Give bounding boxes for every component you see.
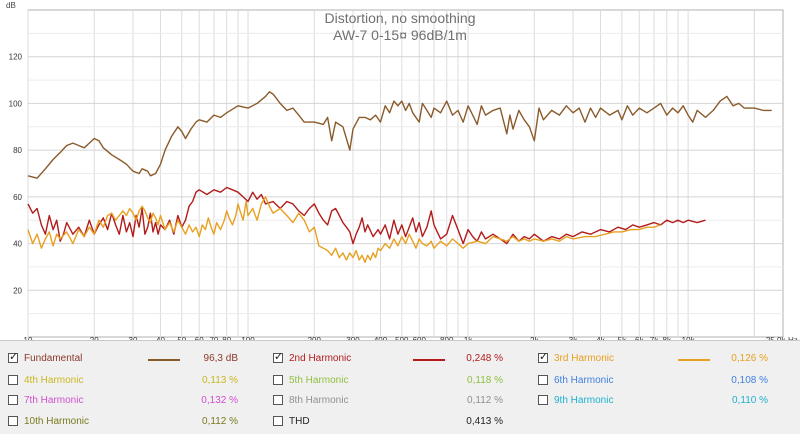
- legend-item-5th-harmonic: 5th Harmonic 0,118 %: [273, 371, 533, 391]
- legend-line-swatch: [148, 359, 180, 361]
- x-tick-label: 200: [308, 336, 322, 340]
- x-tick-label: 30: [129, 336, 138, 340]
- x-tick-label: 600: [413, 336, 427, 340]
- legend-item-label: 9th Harmonic: [554, 395, 614, 406]
- x-axis-unit: Hz: [788, 336, 798, 340]
- legend-item-label: THD: [289, 416, 310, 427]
- x-tick-label: 20: [90, 336, 99, 340]
- legend-item-fundamental: ✓ Fundamental 96,3 dB: [8, 349, 268, 369]
- x-tick-label: 1k: [464, 336, 473, 340]
- checkmark-icon: ✓: [274, 350, 284, 363]
- legend-item-label: 4th Harmonic: [24, 375, 84, 386]
- x-tick-label: 400: [374, 336, 388, 340]
- x-tick-label: 300: [346, 336, 360, 340]
- legend-item-9th-harmonic: 9th Harmonic 0,110 %: [538, 391, 798, 411]
- legend-checkbox[interactable]: ✓: [8, 350, 19, 363]
- legend-checkbox[interactable]: [8, 375, 18, 385]
- legend-panel: ✓ Fundamental 96,3 dB ✓ 2nd Harmonic 0,248 % ✓…: [0, 340, 800, 434]
- legend-item-value: 0,248 %: [466, 353, 503, 364]
- legend-checkbox[interactable]: [8, 395, 18, 405]
- legend-checkbox[interactable]: [273, 375, 283, 385]
- legend-item-10th-harmonic: 10th Harmonic 0,112 %: [8, 412, 268, 432]
- x-tick-label: 3k: [569, 336, 578, 340]
- legend-item-value: 0,112 %: [202, 416, 238, 427]
- legend-item-value: 0,113 %: [202, 375, 238, 386]
- y-tick-label: 80: [13, 146, 22, 155]
- legend-item-6th-harmonic: 6th Harmonic 0,108 %: [538, 371, 798, 391]
- legend-item-label: 7th Harmonic: [24, 395, 84, 406]
- legend-item-8th-harmonic: 8th Harmonic 0,112 %: [273, 391, 533, 411]
- x-tick-label: 800: [440, 336, 454, 340]
- legend-item-value: 96,3 dB: [203, 353, 238, 364]
- series-line-2nd-harmonic: [27, 186, 706, 245]
- x-tick-label: 50: [177, 336, 186, 340]
- legend-item-label: 6th Harmonic: [554, 375, 614, 386]
- x-tick-label: 40: [156, 336, 165, 340]
- tick-labels: 20 40 60 80 100 120 10 20 30 40 50 60 70 80 100 200 300 4…: [9, 53, 787, 340]
- legend-checkbox[interactable]: [273, 416, 283, 426]
- legend-checkbox[interactable]: [538, 395, 548, 405]
- legend-item-value: 0,126 %: [731, 353, 768, 364]
- legend-item-value: 0,110 %: [732, 395, 768, 406]
- x-tick-label: 500: [395, 336, 409, 340]
- legend-item-value: 0,118 %: [467, 375, 503, 386]
- y-axis-unit: dB: [6, 1, 16, 10]
- legend-checkbox[interactable]: ✓: [273, 350, 284, 363]
- y-tick-label: 40: [13, 240, 22, 249]
- x-tick-label: 25,0k: [766, 336, 787, 340]
- legend-checkbox[interactable]: ✓: [538, 350, 549, 363]
- x-tick-label: 7k: [650, 336, 659, 340]
- x-tick-label: 2k: [530, 336, 539, 340]
- x-tick-label: 10k: [682, 336, 696, 340]
- legend-item-7th-harmonic: 7th Harmonic 0,132 %: [8, 391, 268, 411]
- legend-item-label: 8th Harmonic: [289, 395, 349, 406]
- checkmark-icon: ✓: [539, 350, 549, 363]
- y-tick-label: 60: [13, 193, 22, 202]
- x-tick-label: 4k: [596, 336, 605, 340]
- x-tick-label: 100: [241, 336, 255, 340]
- legend-item-label: 5th Harmonic: [289, 375, 349, 386]
- legend-item-label: 10th Harmonic: [24, 416, 90, 427]
- checkmark-icon: ✓: [9, 350, 19, 363]
- series-line-3rd-harmonic: [27, 196, 661, 263]
- series-lines: [27, 91, 772, 263]
- legend-item-3rd-harmonic: ✓ 3rd Harmonic 0,126 %: [538, 349, 798, 369]
- legend-checkbox[interactable]: [273, 395, 283, 405]
- x-tick-label: 6k: [635, 336, 644, 340]
- legend-item-2nd-harmonic: ✓ 2nd Harmonic 0,248 %: [273, 349, 533, 369]
- y-tick-label: 100: [9, 99, 23, 108]
- y-tick-label: 20: [13, 286, 22, 295]
- legend-item-4th-harmonic: 4th Harmonic 0,113 %: [8, 371, 268, 391]
- x-tick-label: 70: [209, 336, 218, 340]
- series-line-fundamental: [27, 91, 772, 179]
- legend-line-swatch: [413, 359, 445, 361]
- distortion-chart: 20 40 60 80 100 120 10 20 30 40 50 60 70 80 100 200 300 4…: [6, 1, 798, 340]
- legend-item-thd: THD 0,413 %: [273, 412, 533, 432]
- legend-checkbox[interactable]: [8, 416, 18, 426]
- legend-item-value: 0,132 %: [201, 395, 238, 406]
- chart-title: Distortion, no smoothing: [325, 10, 476, 26]
- legend-checkbox[interactable]: [538, 375, 548, 385]
- x-tick-label: 60: [195, 336, 204, 340]
- legend-item-label: Fundamental: [24, 353, 83, 364]
- legend-item-value: 0,108 %: [731, 375, 768, 386]
- legend-item-label: 2nd Harmonic: [289, 353, 352, 364]
- x-tick-label: 5k: [618, 336, 627, 340]
- legend-item-label: 3rd Harmonic: [554, 353, 615, 364]
- x-tick-label: 8k: [663, 336, 672, 340]
- chart-subtitle: AW-7 0-15¤ 96dB/1m: [333, 27, 467, 43]
- x-tick-label: 80: [222, 336, 231, 340]
- y-tick-label: 120: [9, 53, 23, 62]
- legend-item-value: 0,413 %: [466, 416, 503, 427]
- legend-line-swatch: [678, 359, 710, 361]
- x-tick-label: 10: [24, 336, 33, 340]
- legend-item-value: 0,112 %: [467, 395, 503, 406]
